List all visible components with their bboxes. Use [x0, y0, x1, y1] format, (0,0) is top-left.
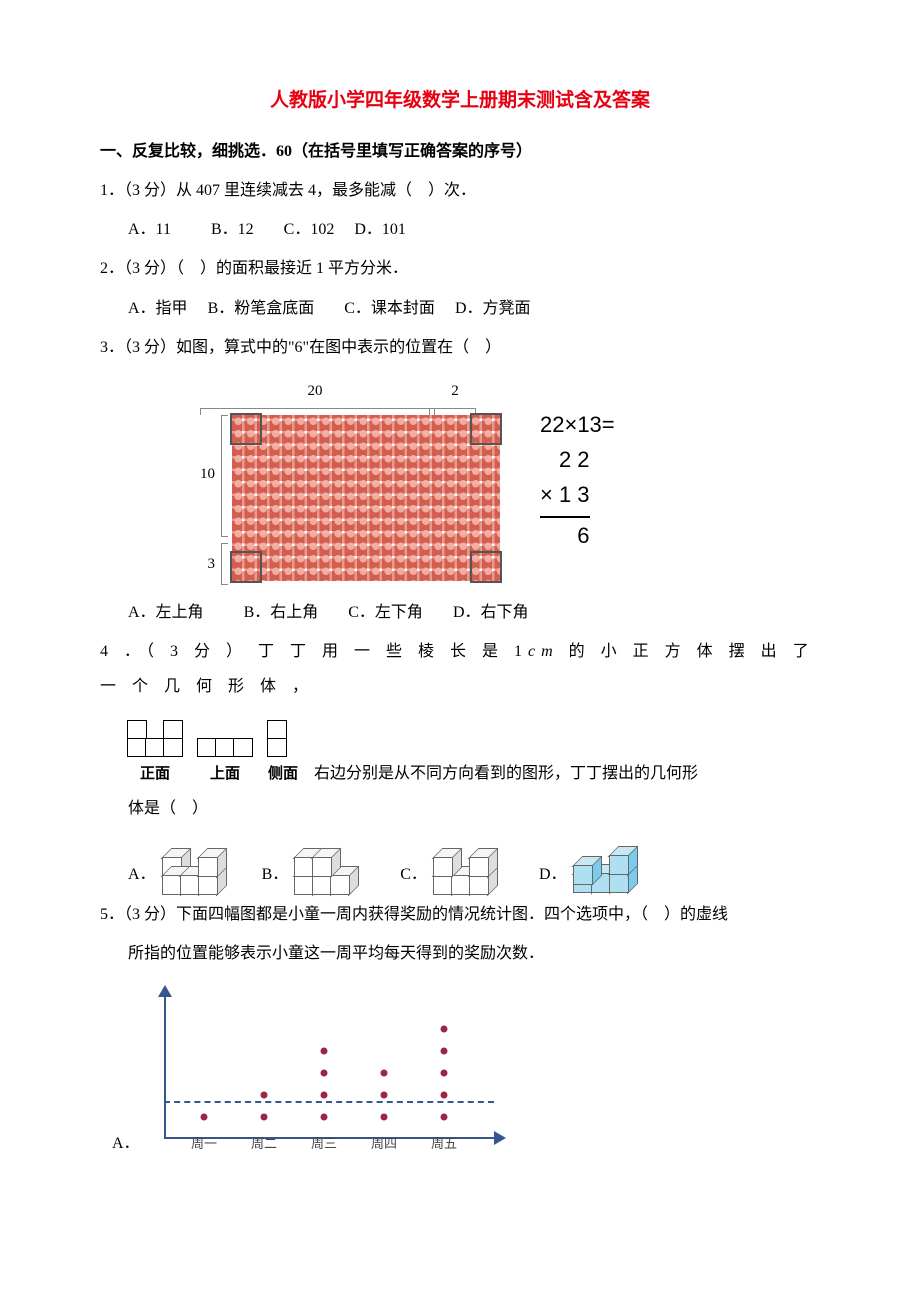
- chart-xlabel: 周四: [371, 1130, 397, 1159]
- chart-dot: [441, 1048, 448, 1055]
- q4-options: A． B． C． D．: [100, 845, 820, 893]
- q2-opt-b: B．粉笔盒底面: [208, 300, 315, 317]
- chart-dot: [381, 1092, 388, 1099]
- q2-opt-d: D．方凳面: [455, 300, 531, 317]
- chart-dot: [381, 1070, 388, 1077]
- q2-opt-c: C．课本封面: [344, 300, 435, 317]
- q5-stem2: 所指的位置能够表示小童这一周平均每天得到的奖励次数．: [100, 936, 820, 971]
- chart-dot: [261, 1092, 268, 1099]
- q4-stem: 4 ．（ 3 分 ） 丁 丁 用 一 些 棱 长 是 1cm 的 小 正 方 体…: [100, 634, 820, 704]
- q5-dashline: [164, 1101, 494, 1103]
- q4-opt-d-fig: [573, 845, 657, 893]
- chart-dot: [321, 1070, 328, 1077]
- chart-xlabel: 周一: [191, 1130, 217, 1159]
- q3-opt-b: B．右上角: [244, 604, 319, 621]
- q4-opt-a-fig: [162, 851, 234, 893]
- chart-dot: [321, 1092, 328, 1099]
- q3-mult-bot: × 1 3: [540, 477, 590, 518]
- q4-tail2: 体是（ ）: [100, 791, 820, 826]
- corner-bl: [230, 551, 262, 583]
- chart-dot: [441, 1026, 448, 1033]
- q2-stem: 2．（3 分）（ ）的面积最接近 1 平方分米．: [100, 251, 820, 286]
- chart-dot: [201, 1114, 208, 1121]
- q2-opt-a: A．指甲: [128, 300, 188, 317]
- chart-xlabel: 周五: [431, 1130, 457, 1159]
- q1-opt-b: B．12: [211, 221, 254, 238]
- q5-opt-a-label: A．: [112, 1126, 140, 1161]
- q3-opt-c: C．左下角: [348, 604, 423, 621]
- view-side: 侧面: [268, 720, 298, 791]
- corner-br: [470, 551, 502, 583]
- q3-label-20: 20: [200, 375, 430, 408]
- q5-chart-a: A． 周一周二周三周四周五: [144, 987, 504, 1157]
- q4-opt-c-label: C．: [400, 857, 427, 892]
- chart-xlabel: 周三: [311, 1130, 337, 1159]
- q3-dot-grid: [232, 415, 500, 581]
- chart-dot: [381, 1114, 388, 1121]
- q2-options: A．指甲 B．粉笔盒底面 C．课本封面 D．方凳面: [100, 291, 820, 326]
- view-top: 上面: [198, 738, 252, 791]
- q4-opt-a-label: A．: [128, 857, 156, 892]
- q3-expr: 22×13=: [540, 407, 615, 442]
- q1-opt-d: D．101: [354, 221, 406, 238]
- q1-stem: 1．（3 分）从 407 里连续减去 4，最多能减（ ）次．: [100, 173, 820, 208]
- q4-stem-a: 4 ．（ 3 分 ） 丁 丁 用 一 些 棱 长 是 1: [100, 643, 528, 660]
- q4-views: 正面 上面 侧面 右边分别是从不同方向看到的图形，丁丁摆出的几何形: [128, 720, 698, 791]
- q4-tail: 右边分别是从不同方向看到的图形，丁丁摆出的几何形: [314, 756, 698, 791]
- q4-opt-b-label: B．: [262, 857, 289, 892]
- corner-tl: [230, 413, 262, 445]
- chart-dot: [321, 1048, 328, 1055]
- q3-mult-top: 2 2: [540, 442, 590, 477]
- q3-mult-res: 6: [540, 518, 590, 553]
- q3-label-2: 2: [430, 375, 480, 408]
- q3-opt-a: A．左上角: [128, 604, 204, 621]
- q1-options: A．11 B．12 C．102 D．101: [100, 212, 820, 247]
- chart-xlabel: 周二: [251, 1130, 277, 1159]
- q4-opt-b-fig: [294, 851, 372, 893]
- q3-figure: 20 2 10 3 22×13= 2 2 × 1 3 6: [200, 375, 820, 585]
- q3-stem: 3．（3 分）如图，算式中的"6"在图中表示的位置在（ ）: [100, 330, 820, 365]
- chart-dot: [441, 1114, 448, 1121]
- chart-dot: [261, 1114, 268, 1121]
- q4-unit: cm: [528, 643, 559, 660]
- view-front-label: 正面: [128, 758, 182, 791]
- q3-multiplication: 22×13= 2 2 × 1 3 6: [540, 407, 615, 554]
- chart-dot: [441, 1070, 448, 1077]
- q3-label-10: 10: [200, 415, 215, 535]
- q1-opt-a: A．11: [128, 221, 171, 238]
- q1-opt-c: C．102: [284, 221, 335, 238]
- chart-dot: [321, 1114, 328, 1121]
- q4-opt-d-label: D．: [539, 857, 567, 892]
- q4-opt-c-fig: [433, 851, 511, 893]
- doc-title: 人教版小学四年级数学上册期末测试含及答案: [100, 80, 820, 122]
- q5-stem: 5．（3 分）下面四幅图都是小童一周内获得奖励的情况统计图．四个选项中，（ ）的…: [100, 897, 820, 932]
- view-front: 正面: [128, 720, 182, 791]
- q3-options: A．左上角 B．右上角 C．左下角 D．右下角: [100, 595, 820, 630]
- corner-tr: [470, 413, 502, 445]
- q3-label-3: 3: [208, 545, 216, 585]
- chart-dot: [441, 1092, 448, 1099]
- q3-opt-d: D．右下角: [453, 604, 529, 621]
- view-top-label: 上面: [198, 758, 252, 791]
- section-heading: 一、反复比较，细挑选．60（在括号里填写正确答案的序号）: [100, 134, 820, 169]
- view-side-label: 侧面: [268, 758, 298, 791]
